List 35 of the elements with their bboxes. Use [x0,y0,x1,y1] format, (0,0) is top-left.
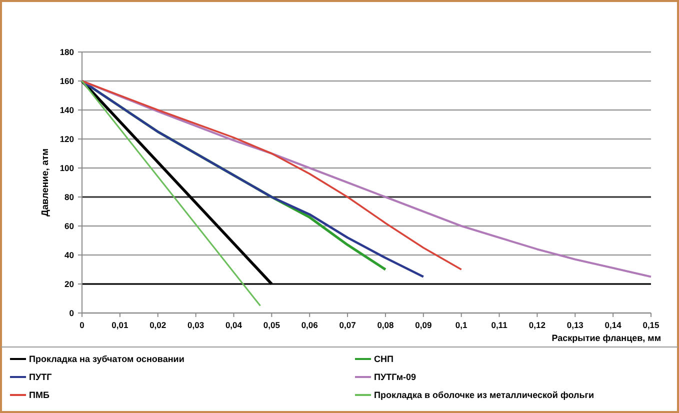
x-tick-label: 0,05 [263,320,280,330]
legend-label: ПУТГ [29,372,52,382]
x-tick-label: 0,02 [150,320,166,330]
legend-label: ПМБ [29,390,50,400]
legend-label: Прокладка на зубчатом основании [29,354,184,364]
x-tick-label: 0,12 [528,320,546,330]
x-tick-label: 0,13 [566,320,584,330]
legend-label: СНП [374,354,394,364]
x-tick-label: 0,04 [225,320,242,330]
x-tick-label: 0,08 [377,320,394,330]
x-tick-label: 0,14 [604,320,622,330]
x-axis-title: Раскрытие фланцев, мм [552,333,662,343]
y-tick-label: 160 [60,76,74,86]
y-tick-label: 40 [64,250,74,260]
y-tick-label: 20 [64,278,74,289]
x-tick-label: 0,15 [642,320,660,330]
x-tick-label: 0 [80,320,85,330]
y-tick-label: 140 [60,104,74,115]
line-series [80,80,652,278]
x-tick-label: 0,03 [188,320,204,330]
x-tick-label: 0,07 [339,320,356,330]
y-tick-label: 180 [60,46,74,57]
y-tick-label: 0 [69,308,74,318]
x-tick-label: 0,06 [301,320,318,330]
legend-label: Прокладка в оболочке из металлической фольги [374,390,594,400]
y-axis-title: Давление, атм [40,148,51,217]
x-tick-label: 0,09 [415,320,432,330]
y-tick-label: 100 [60,162,74,173]
y-tick-label: 60 [64,220,74,231]
x-tick-label: 0,1 [455,320,468,330]
y-tick-label: 120 [60,134,74,144]
x-tick-label: 0,01 [112,320,128,330]
legend-label: ПУТГм-09 [374,372,416,382]
y-tick-label: 80 [64,192,74,202]
x-tick-label: 0,11 [491,320,508,330]
